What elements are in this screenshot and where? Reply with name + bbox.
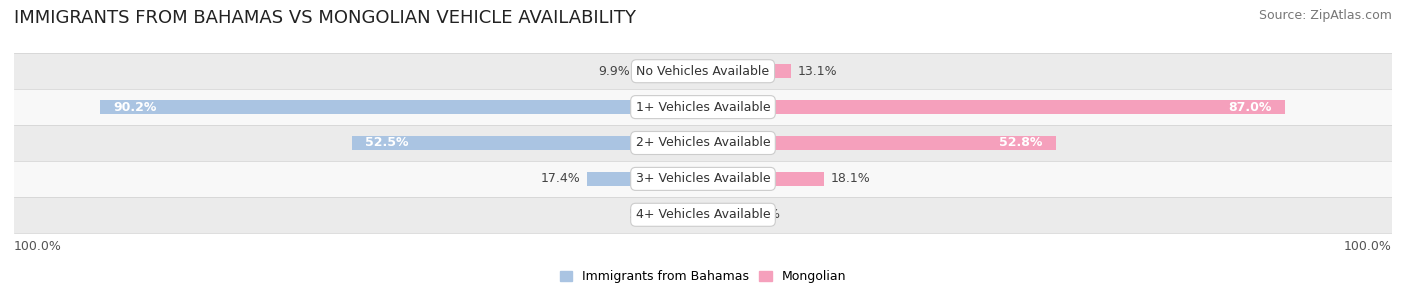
Text: 100.0%: 100.0%	[1344, 240, 1392, 253]
Bar	[100, 100, 703, 114]
Bar	[14, 161, 1392, 197]
Text: 4+ Vehicles Available: 4+ Vehicles Available	[636, 208, 770, 221]
Bar	[586, 172, 703, 186]
Bar	[14, 53, 1392, 89]
Text: 52.5%: 52.5%	[366, 136, 409, 150]
Bar	[14, 197, 1392, 233]
Text: 18.1%: 18.1%	[831, 172, 870, 185]
Text: 1+ Vehicles Available: 1+ Vehicles Available	[636, 101, 770, 114]
Text: 87.0%: 87.0%	[1229, 101, 1271, 114]
Text: 17.4%: 17.4%	[540, 172, 579, 185]
Text: 52.8%: 52.8%	[1000, 136, 1043, 150]
Bar	[703, 172, 824, 186]
Bar	[352, 136, 703, 150]
Text: 100.0%: 100.0%	[14, 240, 62, 253]
Bar	[703, 136, 1056, 150]
Text: 5.3%: 5.3%	[628, 208, 661, 221]
Bar	[703, 64, 790, 78]
Legend: Immigrants from Bahamas, Mongolian: Immigrants from Bahamas, Mongolian	[560, 270, 846, 283]
Text: 13.1%: 13.1%	[797, 65, 837, 78]
Text: 2+ Vehicles Available: 2+ Vehicles Available	[636, 136, 770, 150]
Text: Source: ZipAtlas.com: Source: ZipAtlas.com	[1258, 9, 1392, 21]
Bar	[703, 208, 742, 222]
Text: No Vehicles Available: No Vehicles Available	[637, 65, 769, 78]
Bar	[14, 89, 1392, 125]
Text: 3+ Vehicles Available: 3+ Vehicles Available	[636, 172, 770, 185]
Bar	[637, 64, 703, 78]
Text: IMMIGRANTS FROM BAHAMAS VS MONGOLIAN VEHICLE AVAILABILITY: IMMIGRANTS FROM BAHAMAS VS MONGOLIAN VEH…	[14, 9, 636, 27]
Bar	[703, 100, 1285, 114]
Text: 90.2%: 90.2%	[112, 101, 156, 114]
Text: 9.9%: 9.9%	[599, 65, 630, 78]
Bar	[668, 208, 703, 222]
Text: 5.8%: 5.8%	[748, 208, 780, 221]
Bar	[14, 125, 1392, 161]
